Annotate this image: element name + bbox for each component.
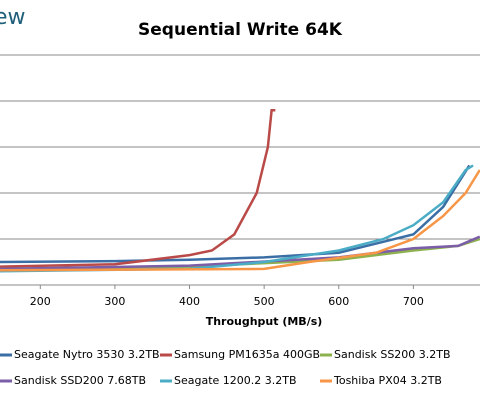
x-tick-label: 200 — [30, 295, 51, 308]
x-tick-label: 400 — [179, 295, 200, 308]
series-line — [0, 169, 480, 272]
series-line — [0, 108, 276, 268]
watermark: ew — [0, 5, 26, 30]
x-tick-label: 700 — [403, 295, 424, 308]
series-line — [0, 164, 471, 264]
legend-label: Seagate 1200.2 3.2TB — [174, 374, 297, 387]
x-axis-label: Throughput (MB/s) — [206, 315, 323, 328]
chart-title: Sequential Write 64K — [138, 20, 343, 40]
legend-label: Seagate Nytro 3530 3.2TB — [14, 348, 160, 361]
legend-label: Toshiba PX04 3.2TB — [333, 374, 442, 387]
x-tick-label: 500 — [254, 295, 275, 308]
x-tick-label: 600 — [328, 295, 349, 308]
series-line — [0, 164, 474, 273]
x-tick-label: 300 — [104, 295, 125, 308]
legend-label: Samsung PM1635a 400GB — [174, 348, 320, 361]
legend-label: Sandisk SSD200 7.68TB — [14, 374, 146, 387]
legend-label: Sandisk SS200 3.2TB — [334, 348, 451, 361]
